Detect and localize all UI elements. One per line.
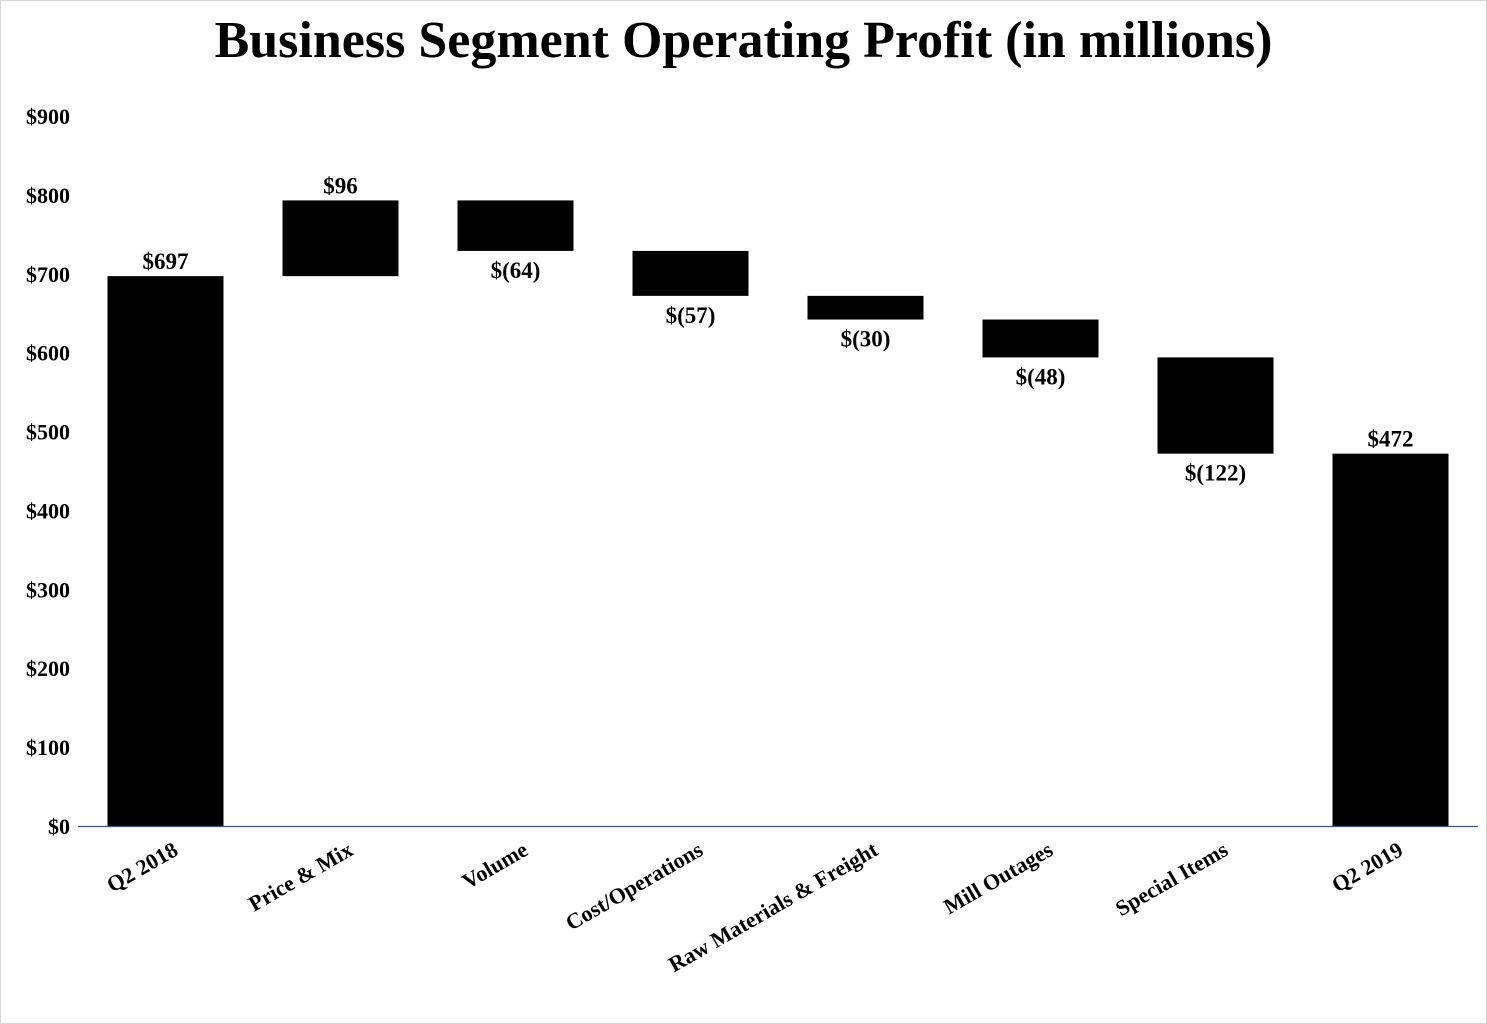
y-tick-label: $500 — [26, 420, 70, 445]
data-label: $472 — [1368, 427, 1414, 452]
data-label: $(57) — [666, 303, 716, 328]
y-axis-ticks: $0 $100 $200 $300 $400 $500 $600 $700 $800 $900 — [26, 104, 70, 839]
y-tick-label: $100 — [26, 735, 70, 760]
category-labels-layer: Q2 2018 Price & Mix Volume Cost/OperationsR… — [102, 836, 1407, 977]
bar-raw-materials-freight — [807, 295, 924, 320]
y-tick-label: $700 — [26, 262, 70, 287]
data-label: $(122) — [1185, 461, 1246, 486]
x-tick-label: Mill Outages — [939, 836, 1057, 919]
x-tick-label: Q2 2019 — [1327, 837, 1407, 897]
bar-special-items — [1157, 357, 1274, 454]
bar-price-mix — [282, 200, 399, 277]
y-tick-label: $0 — [48, 814, 70, 839]
y-tick-label: $200 — [26, 656, 70, 681]
y-tick-label: $800 — [26, 183, 70, 208]
data-label: $(48) — [1016, 364, 1066, 389]
y-tick-label: $900 — [26, 104, 70, 129]
chart-title: Business Segment Operating Profit (in mi… — [214, 12, 1273, 69]
bar-q2-2018 — [107, 276, 224, 827]
x-tick-label: Q2 2018 — [102, 837, 182, 897]
bar-mill-outages — [982, 319, 1099, 358]
x-tick-label: Volume — [458, 837, 532, 894]
data-label: $(30) — [841, 327, 891, 352]
bars-layer — [107, 200, 1449, 827]
bar-q2-2019 — [1332, 453, 1449, 826]
y-tick-label: $600 — [26, 341, 70, 366]
data-label: $(64) — [491, 258, 541, 283]
x-tick-label: Cost/Operations — [561, 836, 707, 935]
data-label: $697 — [143, 249, 189, 274]
data-labels-layer: $697 $96 $(64) $(57) $(30) $(48) $(122) $472 — [143, 173, 1414, 485]
data-label: $96 — [323, 173, 358, 198]
bar-volume — [457, 200, 574, 251]
bar-cost-operations — [632, 250, 749, 296]
y-tick-label: $300 — [26, 577, 70, 602]
x-tick-label: Special Items — [1111, 836, 1232, 921]
y-tick-label: $400 — [26, 498, 70, 523]
x-tick-label: Price & Mix — [244, 837, 357, 917]
